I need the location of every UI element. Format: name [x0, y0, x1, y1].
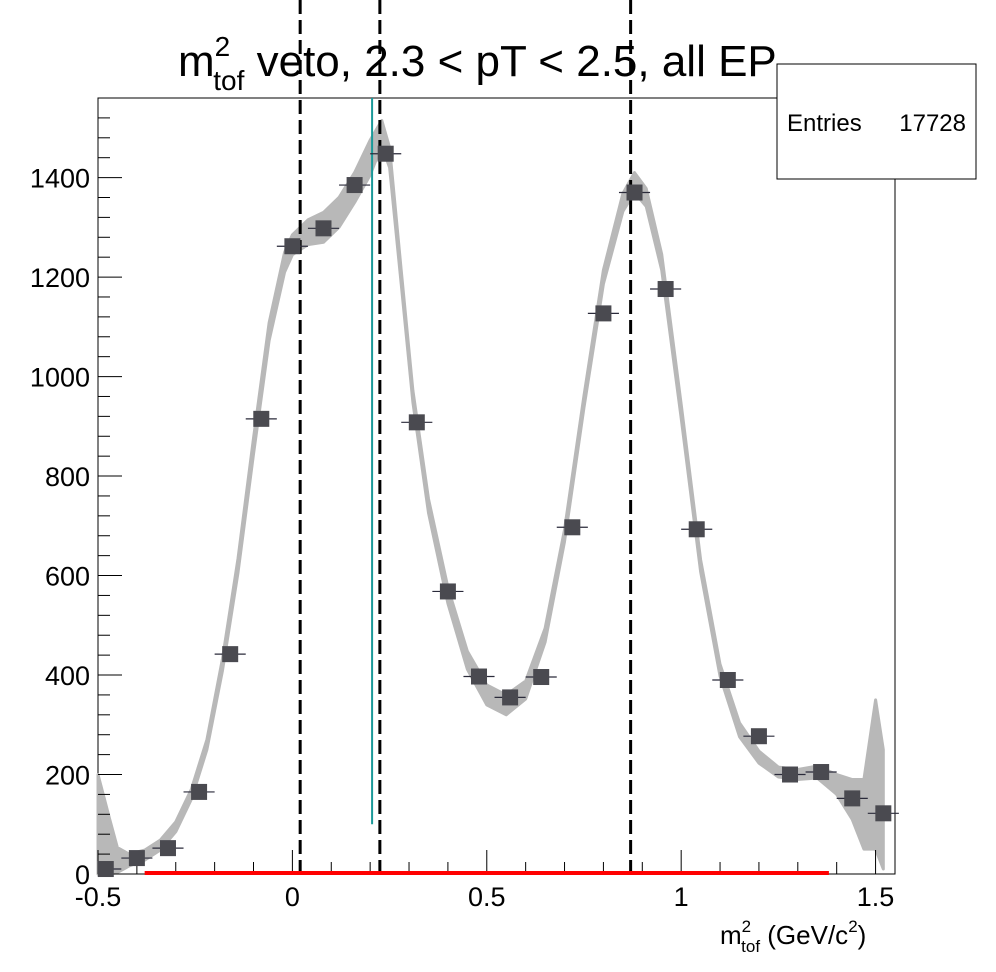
chart-title-main: m [178, 37, 215, 86]
data-point [657, 281, 674, 298]
data-point [875, 805, 892, 822]
data-point [719, 672, 736, 688]
y-tick-label: 600 [45, 562, 90, 592]
data-point [844, 790, 861, 807]
fit-band [96, 118, 885, 876]
stats-box-frame [776, 63, 977, 180]
data-point [346, 177, 363, 194]
x-tick-label: 1 [674, 882, 689, 912]
x-axis-label: m2 tof (GeV/c2) [720, 917, 866, 956]
x-tick-label: 1.5 [857, 882, 895, 912]
plot-frame [97, 97, 896, 875]
y-tick-label: 800 [45, 462, 90, 492]
x-axis-label-rest-sup: 2 [848, 917, 857, 936]
stats-box: Entries 17728 [776, 63, 977, 180]
data-point [533, 669, 550, 686]
data-point [471, 668, 488, 685]
data-point [315, 220, 332, 237]
x-tick-label: 0.5 [468, 882, 506, 912]
x-tick-label: -0.5 [75, 882, 122, 912]
x-axis-label-main: m [720, 920, 742, 950]
y-tick-label: 400 [45, 661, 90, 691]
x-axis-label-rest-a: (GeV/c [760, 920, 848, 950]
x-tick-label: 0 [285, 882, 300, 912]
chart-title: m2 tof veto, 2.3 < pT < 2.5, all EP [178, 31, 777, 96]
chart-title-sub: tof [213, 65, 244, 96]
chart-title-sup: 2 [215, 31, 231, 62]
y-tick-label: 1000 [30, 363, 90, 393]
reference-lines [144, 0, 829, 875]
data-point [439, 583, 456, 600]
chart-title-rest: veto, 2.3 < pT < 2.5, all EP [244, 37, 776, 86]
data-point [750, 728, 767, 745]
data-point [128, 850, 145, 867]
x-axis-label-sup: 2 [742, 917, 751, 936]
y-tick-label: 1200 [30, 263, 90, 293]
data-point [813, 764, 830, 781]
data-point [284, 238, 301, 255]
y-tick-label: 200 [45, 761, 90, 791]
stats-entries-label: Entries [787, 110, 862, 137]
data-point [564, 519, 581, 536]
data-point [191, 783, 208, 800]
data-point [253, 410, 270, 427]
y-tick-label: 1400 [30, 164, 90, 194]
data-point [688, 521, 705, 538]
y-tick-label: 0 [75, 860, 90, 890]
data-points [97, 145, 899, 878]
data-point [97, 861, 114, 878]
x-axis-label-rest-b: ) [858, 920, 867, 950]
data-point [377, 145, 394, 162]
data-point [222, 646, 239, 663]
x-axis-label-sub: tof [741, 937, 760, 956]
data-point [159, 840, 176, 857]
data-point [595, 305, 612, 322]
data-point [502, 689, 519, 706]
data-point [626, 184, 643, 201]
data-point [408, 414, 425, 431]
stats-entries-value: 17728 [899, 110, 966, 137]
fit-band-area [96, 118, 885, 876]
data-point [782, 766, 799, 783]
